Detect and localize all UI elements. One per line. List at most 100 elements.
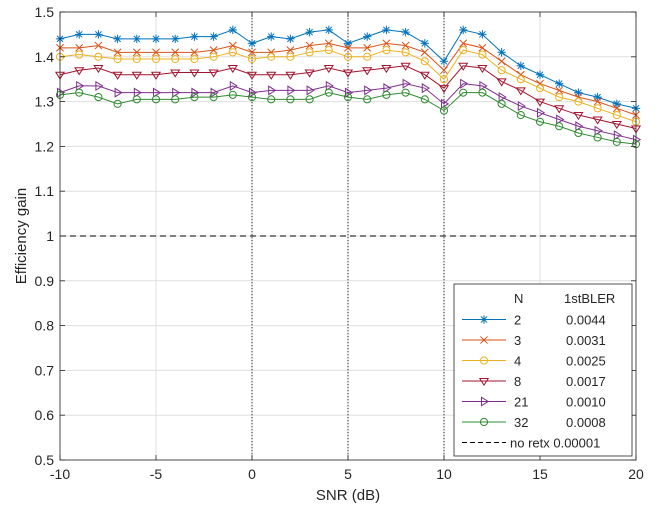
- data-point: [114, 87, 123, 98]
- data-point: [362, 67, 373, 76]
- data-point: [286, 52, 295, 61]
- series-32: [55, 88, 641, 149]
- y-tick-label: 0.8: [35, 318, 55, 334]
- data-point: [208, 69, 219, 78]
- data-point: [612, 137, 621, 146]
- data-point: [420, 57, 429, 66]
- data-point: [75, 50, 84, 59]
- series-line-32: [59, 92, 637, 145]
- data-point: [382, 90, 391, 99]
- data-point: [113, 34, 122, 44]
- data-point: [592, 116, 603, 125]
- data-point: [496, 78, 507, 87]
- data-point: [536, 79, 544, 88]
- data-point: [400, 62, 411, 71]
- data-point: [612, 104, 621, 113]
- data-point: [132, 95, 141, 104]
- data-point: [497, 57, 506, 66]
- legend-bler: 0.0008: [566, 415, 606, 430]
- data-point: [382, 46, 391, 55]
- data-point: [228, 48, 237, 57]
- y-tick-label: 1.5: [35, 4, 55, 20]
- data-point: [515, 87, 526, 96]
- data-point: [267, 48, 276, 57]
- y-tick-label: 1: [46, 228, 54, 244]
- data-point: [75, 30, 84, 39]
- data-point: [498, 92, 507, 103]
- data-point: [171, 34, 180, 44]
- legend-marker: [478, 377, 490, 387]
- data-point: [478, 50, 487, 59]
- data-point: [364, 85, 373, 96]
- data-point: [152, 48, 160, 57]
- data-point: [555, 79, 564, 88]
- data-point: [420, 48, 429, 57]
- data-point: [190, 48, 199, 57]
- data-point: [632, 134, 642, 145]
- data-point: [440, 66, 448, 75]
- data-point: [363, 52, 372, 61]
- data-point: [287, 85, 296, 96]
- data-point: [132, 34, 141, 44]
- data-point: [536, 107, 546, 118]
- data-point: [516, 61, 525, 70]
- data-point: [555, 86, 564, 95]
- data-point: [344, 87, 354, 98]
- data-point: [151, 95, 161, 104]
- y-tick-label: 0.9: [35, 273, 55, 289]
- data-point: [421, 83, 430, 94]
- data-point: [574, 128, 583, 138]
- data-point: [113, 54, 122, 64]
- data-point: [172, 87, 181, 98]
- data-point: [438, 85, 450, 94]
- data-point: [363, 32, 372, 41]
- data-point: [478, 30, 487, 39]
- data-point: [285, 71, 296, 80]
- data-point: [363, 95, 372, 104]
- series-line-21: [59, 83, 637, 141]
- data-point: [113, 99, 122, 108]
- data-point: [401, 48, 410, 57]
- data-point: [459, 46, 468, 55]
- data-point: [479, 80, 488, 92]
- data-point: [342, 69, 354, 78]
- data-point: [477, 64, 488, 74]
- legend-label: 8: [514, 374, 521, 389]
- data-point: [575, 121, 584, 132]
- data-point: [94, 30, 103, 39]
- legend-marker: [479, 356, 489, 365]
- data-point: [324, 39, 333, 48]
- y-tick-label: 1.3: [35, 94, 55, 110]
- data-point: [440, 98, 450, 109]
- data-point: [343, 93, 353, 102]
- data-point: [210, 87, 219, 98]
- data-point: [439, 57, 449, 66]
- data-point: [267, 95, 276, 104]
- data-point: [419, 71, 430, 80]
- data-point: [247, 93, 257, 102]
- data-point: [228, 41, 237, 50]
- data-point: [94, 41, 103, 50]
- data-point: [458, 62, 469, 71]
- legend-label: no retx 0.00001: [510, 436, 600, 451]
- data-point: [151, 34, 161, 44]
- data-point: [382, 39, 391, 48]
- data-point: [325, 80, 334, 92]
- data-point: [286, 95, 295, 104]
- data-point: [401, 88, 410, 97]
- data-point: [517, 100, 526, 112]
- legend-label: 21: [514, 395, 528, 410]
- legend-bler: 0.0025: [566, 354, 606, 369]
- data-point: [324, 88, 333, 97]
- legend-marker: [479, 315, 489, 324]
- data-point: [132, 48, 141, 57]
- legend-header-n: N: [514, 291, 523, 306]
- data-point: [459, 39, 468, 48]
- series-4: [55, 46, 641, 126]
- data-point: [612, 110, 621, 120]
- x-tick-label: 0: [248, 466, 256, 482]
- legend-marker: [479, 417, 489, 427]
- series-lines: [54, 25, 642, 149]
- data-point: [267, 32, 276, 41]
